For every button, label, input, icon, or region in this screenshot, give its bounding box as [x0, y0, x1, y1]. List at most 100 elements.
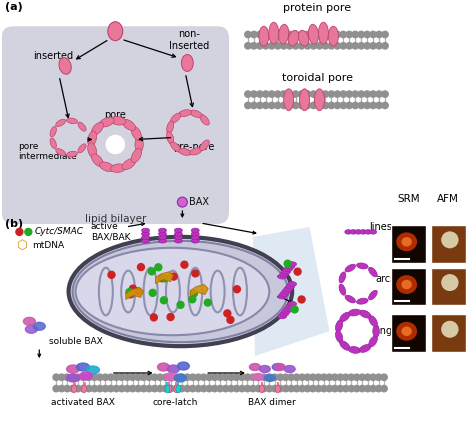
Circle shape	[292, 91, 299, 97]
Circle shape	[277, 385, 283, 392]
Circle shape	[206, 385, 212, 392]
FancyBboxPatch shape	[431, 225, 465, 263]
FancyBboxPatch shape	[431, 268, 465, 305]
Circle shape	[140, 374, 147, 381]
Circle shape	[269, 102, 275, 108]
Circle shape	[321, 385, 327, 392]
Circle shape	[352, 91, 358, 97]
Circle shape	[239, 374, 245, 381]
Circle shape	[204, 299, 211, 306]
FancyBboxPatch shape	[1, 26, 229, 224]
Circle shape	[364, 91, 370, 97]
Ellipse shape	[142, 238, 150, 243]
Circle shape	[102, 385, 109, 392]
Ellipse shape	[365, 230, 372, 234]
Circle shape	[358, 31, 365, 38]
Circle shape	[261, 374, 267, 381]
Circle shape	[162, 374, 169, 381]
Ellipse shape	[108, 22, 123, 41]
Circle shape	[292, 102, 299, 108]
Text: lines: lines	[369, 222, 392, 232]
Ellipse shape	[274, 364, 285, 371]
Ellipse shape	[72, 385, 76, 393]
Circle shape	[281, 43, 287, 49]
Ellipse shape	[264, 375, 275, 381]
Circle shape	[129, 285, 137, 292]
Polygon shape	[126, 288, 144, 299]
Ellipse shape	[298, 30, 309, 46]
Text: BAX: BAX	[189, 197, 210, 207]
Circle shape	[284, 260, 291, 267]
Circle shape	[364, 31, 370, 38]
Circle shape	[346, 43, 353, 49]
Circle shape	[91, 374, 98, 381]
Circle shape	[346, 91, 353, 97]
Circle shape	[332, 385, 338, 392]
Ellipse shape	[56, 149, 65, 156]
Circle shape	[146, 385, 152, 392]
Ellipse shape	[176, 385, 181, 393]
Text: core-latch: core-latch	[153, 398, 198, 407]
Circle shape	[382, 91, 388, 97]
Circle shape	[299, 43, 305, 49]
Circle shape	[266, 374, 273, 381]
Circle shape	[286, 102, 293, 108]
Circle shape	[113, 385, 119, 392]
Ellipse shape	[171, 113, 181, 123]
Circle shape	[263, 31, 269, 38]
Ellipse shape	[280, 292, 289, 296]
Ellipse shape	[78, 144, 86, 153]
Circle shape	[106, 135, 124, 153]
Circle shape	[250, 374, 256, 381]
Circle shape	[352, 43, 358, 49]
Circle shape	[365, 374, 371, 381]
Circle shape	[190, 374, 196, 381]
Circle shape	[137, 264, 145, 270]
Ellipse shape	[131, 149, 142, 163]
Ellipse shape	[284, 267, 292, 272]
Ellipse shape	[441, 232, 458, 248]
Circle shape	[326, 374, 333, 381]
Circle shape	[304, 31, 311, 38]
Ellipse shape	[356, 298, 368, 304]
Circle shape	[269, 31, 275, 38]
Ellipse shape	[91, 122, 103, 135]
Ellipse shape	[174, 238, 182, 243]
Ellipse shape	[190, 148, 202, 155]
Ellipse shape	[249, 364, 260, 371]
Ellipse shape	[174, 385, 179, 393]
Circle shape	[316, 31, 323, 38]
Circle shape	[310, 102, 317, 108]
Circle shape	[80, 385, 87, 392]
Ellipse shape	[355, 230, 362, 234]
Circle shape	[69, 374, 76, 381]
Text: non-
Inserted: non- Inserted	[169, 29, 210, 51]
Circle shape	[16, 229, 23, 235]
Circle shape	[382, 43, 388, 49]
Circle shape	[364, 102, 370, 108]
Ellipse shape	[122, 119, 136, 130]
Circle shape	[274, 91, 281, 97]
Ellipse shape	[345, 295, 356, 303]
Circle shape	[244, 374, 251, 381]
Ellipse shape	[174, 228, 182, 233]
Circle shape	[277, 374, 283, 381]
Circle shape	[322, 102, 328, 108]
Circle shape	[244, 385, 251, 392]
Circle shape	[343, 385, 349, 392]
Ellipse shape	[340, 312, 350, 322]
Text: SRM: SRM	[397, 194, 419, 204]
Circle shape	[382, 102, 388, 108]
Ellipse shape	[69, 237, 292, 346]
Circle shape	[346, 31, 353, 38]
Circle shape	[53, 385, 59, 392]
Ellipse shape	[88, 143, 97, 158]
Circle shape	[211, 385, 218, 392]
Circle shape	[191, 290, 197, 297]
Circle shape	[233, 385, 240, 392]
Circle shape	[75, 374, 81, 381]
Ellipse shape	[314, 89, 324, 111]
Ellipse shape	[171, 142, 181, 152]
Circle shape	[195, 374, 201, 381]
Circle shape	[288, 374, 294, 381]
